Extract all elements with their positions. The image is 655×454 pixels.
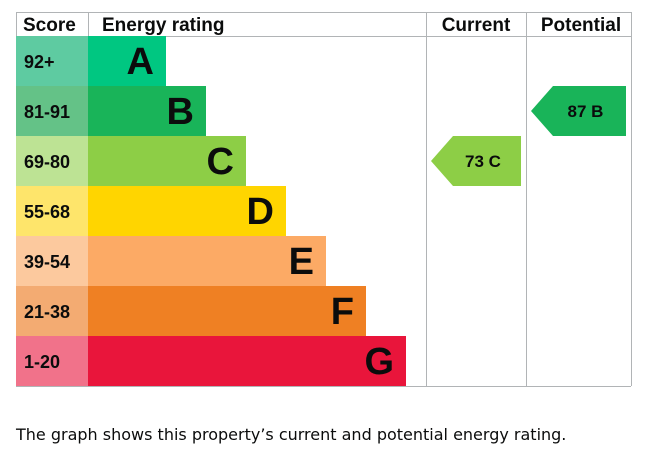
score-cell-g [16,336,88,386]
band-letter-b: B [167,91,194,133]
rating-bands: 92+ A 81-91 B 69-80 C 55-68 D 39-54 E 21-38 F 1-20 G [16,36,406,386]
energy-rating-header: Energy rating [102,15,224,36]
band-letter-g: G [364,341,394,383]
band-bar-g [88,336,406,386]
potential-rating-arrow-label: 87 B [568,102,604,121]
score-range-a: 92+ [24,52,55,72]
current-rating-arrow [431,136,521,186]
score-header: Score [23,15,76,36]
band-bar-c [88,136,246,186]
score-cell-e [16,236,88,286]
potential-header: Potential [541,15,621,36]
score-cell-f [16,286,88,336]
band-bar-f [88,286,366,336]
rating-arrows: 73 C 87 B [431,86,626,186]
score-cell-b [16,86,88,136]
score-range-c: 69-80 [24,152,70,172]
band-letter-d: D [247,191,274,233]
score-cell-d [16,186,88,236]
band-letter-c: C [207,141,234,183]
band-letter-f: F [331,291,354,333]
current-rating-arrow-label: 73 C [465,152,501,171]
chart-headers: Score Energy rating Current Potential [23,15,621,36]
score-range-f: 21-38 [24,302,70,322]
chart-caption: The graph shows this property’s current … [16,425,567,444]
band-bar-b [88,86,206,136]
score-range-g: 1-20 [24,352,60,372]
score-range-b: 81-91 [24,102,70,122]
potential-rating-arrow [531,86,626,136]
band-bar-e [88,236,326,286]
current-header: Current [442,15,511,36]
score-cell-a [16,36,88,86]
score-range-d: 55-68 [24,202,70,222]
score-cell-c [16,136,88,186]
band-letter-e: E [289,241,314,283]
energy-rating-chart: Score Energy rating Current Potential 92… [16,12,632,387]
band-bar-d [88,186,286,236]
band-letter-a: A [127,41,154,83]
band-bar-a [88,36,166,86]
score-range-e: 39-54 [24,252,70,272]
